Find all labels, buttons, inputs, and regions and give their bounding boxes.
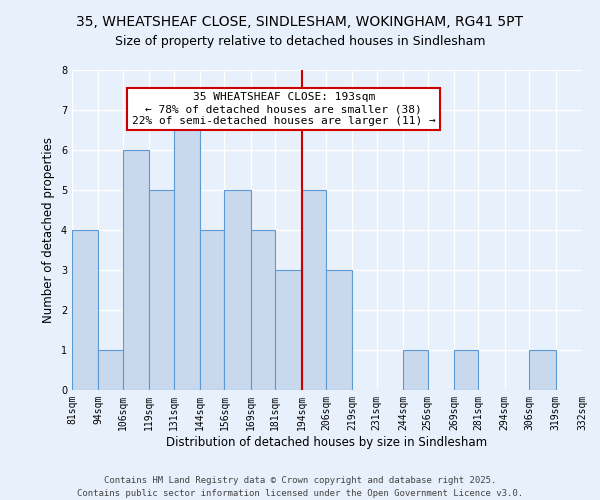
Bar [326, 270, 352, 390]
Bar [302, 190, 326, 390]
Bar [98, 350, 123, 390]
Bar [224, 190, 251, 390]
Bar [123, 150, 149, 390]
Bar [173, 110, 200, 390]
Text: 35, WHEATSHEAF CLOSE, SINDLESHAM, WOKINGHAM, RG41 5PT: 35, WHEATSHEAF CLOSE, SINDLESHAM, WOKING… [77, 15, 523, 29]
Bar [72, 230, 98, 390]
Bar [275, 270, 302, 390]
Text: Contains HM Land Registry data © Crown copyright and database right 2025.
Contai: Contains HM Land Registry data © Crown c… [77, 476, 523, 498]
Bar [403, 350, 428, 390]
Bar [149, 190, 173, 390]
Bar [251, 230, 275, 390]
Text: 35 WHEATSHEAF CLOSE: 193sqm
← 78% of detached houses are smaller (38)
22% of sem: 35 WHEATSHEAF CLOSE: 193sqm ← 78% of det… [132, 92, 436, 126]
X-axis label: Distribution of detached houses by size in Sindlesham: Distribution of detached houses by size … [166, 436, 488, 448]
Y-axis label: Number of detached properties: Number of detached properties [43, 137, 55, 323]
Bar [200, 230, 224, 390]
Bar [529, 350, 556, 390]
Text: Size of property relative to detached houses in Sindlesham: Size of property relative to detached ho… [115, 35, 485, 48]
Bar [454, 350, 478, 390]
